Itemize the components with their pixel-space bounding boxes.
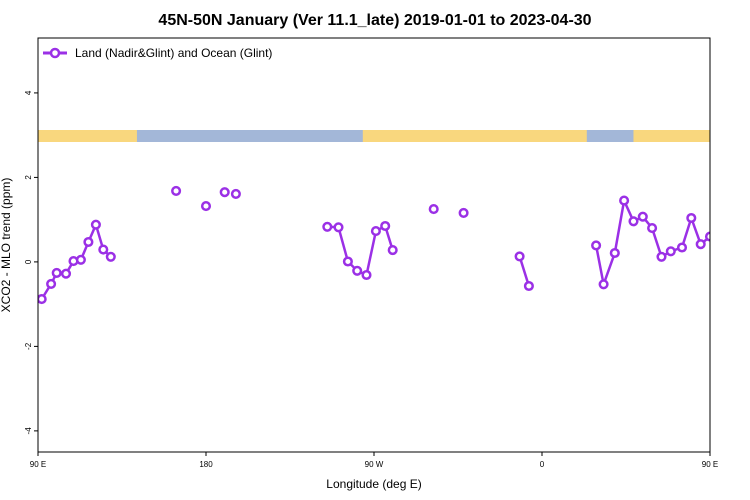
data-point	[686, 212, 697, 224]
data-point	[609, 247, 620, 259]
land-ocean-strip	[38, 130, 710, 142]
ocean-band	[586, 130, 634, 142]
data-point	[695, 239, 706, 250]
series-line	[518, 256, 531, 287]
data-point	[60, 268, 72, 279]
data-point	[352, 265, 363, 276]
y-tick-label: 2	[24, 175, 33, 180]
data-point	[75, 254, 86, 265]
data-point	[725, 229, 733, 237]
x-tick-label: 180	[199, 460, 213, 469]
data-point	[200, 201, 212, 212]
data-point	[322, 221, 333, 232]
data-point	[716, 224, 724, 232]
legend-marker	[49, 47, 61, 59]
ocean-band	[136, 130, 363, 142]
x-tick-label: 90 E	[702, 460, 718, 469]
data-point	[591, 240, 602, 251]
x-axis: 90 E 180 90 W 0 90 E	[30, 452, 718, 469]
y-axis-label: XCO2 - MLO trend (ppm)	[0, 178, 13, 313]
y-tick-label: 4	[24, 90, 33, 95]
data-point	[342, 256, 353, 267]
data-point	[83, 236, 94, 248]
data-point	[46, 278, 57, 289]
data-point	[38, 294, 47, 305]
x-tick-label: 90 E	[30, 460, 46, 469]
data-point	[171, 185, 182, 196]
data-point	[428, 204, 439, 215]
y-tick-label: -2	[24, 342, 33, 350]
data-point	[676, 242, 688, 253]
y-axis: -4 -2 0 2 4	[24, 90, 38, 434]
data-point	[514, 251, 525, 262]
x-tick-label: 90 W	[365, 460, 384, 469]
legend: Land (Nadir&Glint) and Ocean (Glint)	[43, 46, 272, 60]
data-point	[628, 216, 639, 227]
series-land-ocean	[38, 185, 750, 305]
data-point	[98, 244, 109, 255]
data-point	[370, 226, 381, 237]
data-point	[637, 211, 648, 222]
data-point	[665, 246, 676, 257]
data-point	[523, 280, 534, 292]
data-point	[333, 222, 344, 233]
y-tick-label: -4	[24, 427, 33, 435]
data-point	[219, 187, 230, 198]
data-point	[380, 220, 391, 232]
data-point	[619, 195, 630, 206]
x-tick-label: 0	[540, 460, 545, 469]
legend-label: Land (Nadir&Glint) and Ocean (Glint)	[75, 46, 272, 60]
data-point	[230, 188, 241, 199]
data-point	[387, 245, 398, 256]
data-point	[647, 223, 658, 234]
data-point	[704, 231, 710, 242]
x-axis-label: Longitude (deg E)	[326, 477, 421, 491]
data-point	[598, 279, 609, 290]
chart-title: 45N-50N January (Ver 11.1_late) 2019-01-…	[158, 12, 591, 29]
data-point	[105, 251, 116, 262]
y-tick-label: 0	[24, 259, 33, 264]
data-point	[656, 251, 667, 262]
data-point	[90, 219, 101, 230]
data-point	[361, 269, 372, 281]
data-point	[458, 207, 469, 218]
data-point	[745, 254, 750, 262]
data-point	[51, 267, 62, 278]
data-point	[734, 228, 742, 236]
